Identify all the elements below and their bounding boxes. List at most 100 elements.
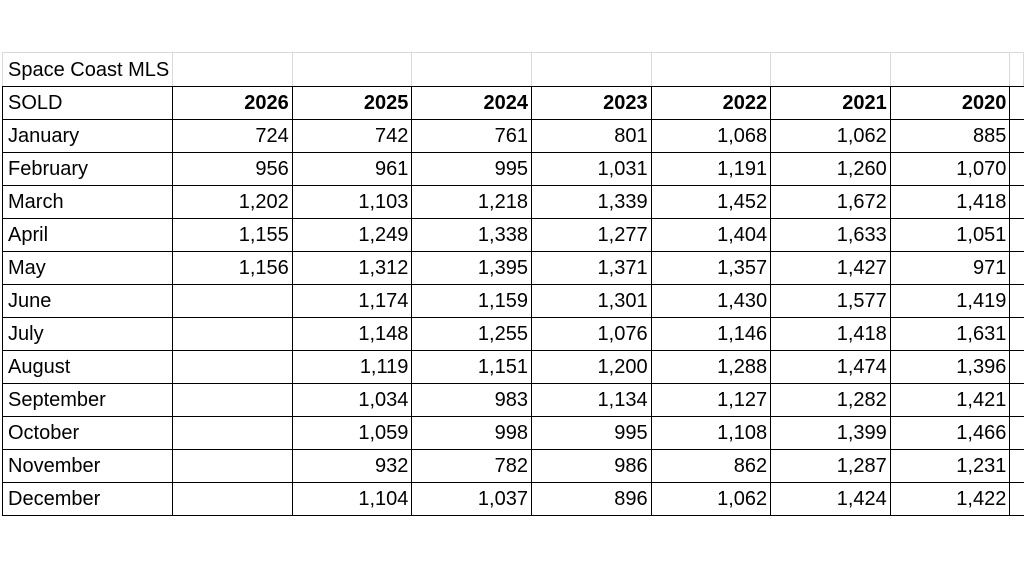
sold-count (172, 482, 293, 516)
sold-count: 1,260 (770, 152, 891, 186)
spare-cell (1009, 251, 1024, 285)
sold-count: 1,218 (411, 185, 532, 219)
data-row: February 956 961 995 1,031 1,191 1,260 1,070 (1, 152, 1024, 186)
month-label: June (1, 284, 174, 318)
sold-count: 1,119 (291, 350, 413, 384)
sold-count: 995 (411, 152, 532, 186)
sold-count: 983 (411, 383, 532, 417)
sold-count: 1,399 (770, 416, 891, 450)
sold-count (172, 284, 293, 318)
month-label: September (1, 383, 174, 417)
data-row: November 932 782 986 862 1,287 1,231 (1, 449, 1024, 483)
sold-count: 998 (411, 416, 532, 450)
sold-count: 986 (530, 449, 652, 483)
year-header: 2020 (889, 86, 1011, 120)
header-label: SOLD (1, 86, 174, 120)
sold-count: 1,301 (530, 284, 652, 318)
sold-count: 1,202 (172, 185, 293, 219)
spare-cell (1009, 185, 1024, 219)
sold-count: 1,108 (650, 416, 772, 450)
sold-count: 1,282 (770, 383, 891, 417)
sold-count: 1,421 (889, 383, 1011, 417)
sold-count: 1,249 (291, 218, 413, 252)
sold-count: 1,404 (650, 218, 772, 252)
month-label: May (1, 251, 174, 285)
sold-count: 1,200 (530, 350, 652, 384)
sold-count: 1,452 (650, 185, 772, 219)
sold-count: 1,156 (172, 251, 293, 285)
title-row: Space Coast MLS (1, 52, 1024, 87)
sold-count: 724 (172, 119, 293, 153)
spare-cell (1009, 284, 1024, 318)
sold-count: 1,174 (291, 284, 413, 318)
month-label: January (1, 119, 174, 153)
sold-count: 1,159 (411, 284, 532, 318)
spare-cell (1009, 416, 1024, 450)
sold-count: 1,577 (770, 284, 891, 318)
sold-count (172, 317, 293, 351)
sold-count: 1,070 (889, 152, 1011, 186)
sold-count: 1,059 (291, 416, 413, 450)
month-label: October (1, 416, 174, 450)
sold-count: 1,631 (889, 317, 1011, 351)
sold-count: 995 (530, 416, 652, 450)
data-row: January 724 742 761 801 1,068 1,062 885 (1, 119, 1024, 153)
sheet-title: Space Coast MLS (1, 52, 174, 87)
sold-count: 1,419 (889, 284, 1011, 318)
spare-cell (1009, 383, 1024, 417)
sold-count: 862 (650, 449, 772, 483)
sold-count: 761 (411, 119, 532, 153)
sold-count: 1,034 (291, 383, 413, 417)
year-header: 2025 (291, 86, 413, 120)
sold-count: 885 (889, 119, 1011, 153)
sold-count: 1,339 (530, 185, 652, 219)
sold-count: 956 (172, 152, 293, 186)
sold-count: 896 (530, 482, 652, 516)
sold-count: 932 (291, 449, 413, 483)
sold-count: 1,396 (889, 350, 1011, 384)
data-row: April 1,155 1,249 1,338 1,277 1,404 1,633 1,051 (1, 218, 1024, 252)
sold-count: 1,338 (411, 218, 532, 252)
data-row: December 1,104 1,037 896 1,062 1,424 1,422 (1, 482, 1024, 516)
spare-cell (1009, 482, 1024, 516)
spreadsheet: Space Coast MLS SOLD 2026 2025 2024 2023 2022… (1, 52, 1024, 516)
sold-count: 801 (530, 119, 652, 153)
sold-count: 1,466 (889, 416, 1011, 450)
sold-count: 1,031 (530, 152, 652, 186)
sold-count: 1,151 (411, 350, 532, 384)
sold-count: 1,288 (650, 350, 772, 384)
sold-count: 1,418 (889, 185, 1011, 219)
data-row: May 1,156 1,312 1,395 1,371 1,357 1,427 971 (1, 251, 1024, 285)
sold-count (172, 449, 293, 483)
spare-cell (1009, 152, 1024, 186)
month-label: August (1, 350, 174, 384)
sold-count: 1,430 (650, 284, 772, 318)
month-label: February (1, 152, 174, 186)
sold-count: 1,357 (650, 251, 772, 285)
sold-count: 961 (291, 152, 413, 186)
sold-count: 1,051 (889, 218, 1011, 252)
sold-count: 1,134 (530, 383, 652, 417)
spare-cell (1009, 350, 1024, 384)
data-row: June 1,174 1,159 1,301 1,430 1,577 1,419 (1, 284, 1024, 318)
sold-count: 1,633 (770, 218, 891, 252)
sold-count: 1,418 (770, 317, 891, 351)
month-label: November (1, 449, 174, 483)
sold-count (172, 383, 293, 417)
month-label: March (1, 185, 174, 219)
sold-count: 1,231 (889, 449, 1011, 483)
sold-count: 1,672 (770, 185, 891, 219)
sold-count: 1,422 (889, 482, 1011, 516)
sold-count: 1,395 (411, 251, 532, 285)
sold-count: 1,127 (650, 383, 772, 417)
data-row: October 1,059 998 995 1,108 1,399 1,466 (1, 416, 1024, 450)
spare-cell (1009, 218, 1024, 252)
sold-count: 1,062 (650, 482, 772, 516)
sold-count: 1,424 (770, 482, 891, 516)
sold-count: 971 (889, 251, 1011, 285)
year-header: 2026 (172, 86, 293, 120)
sold-count: 1,103 (291, 185, 413, 219)
year-header: 2023 (530, 86, 652, 120)
sold-count (172, 350, 293, 384)
